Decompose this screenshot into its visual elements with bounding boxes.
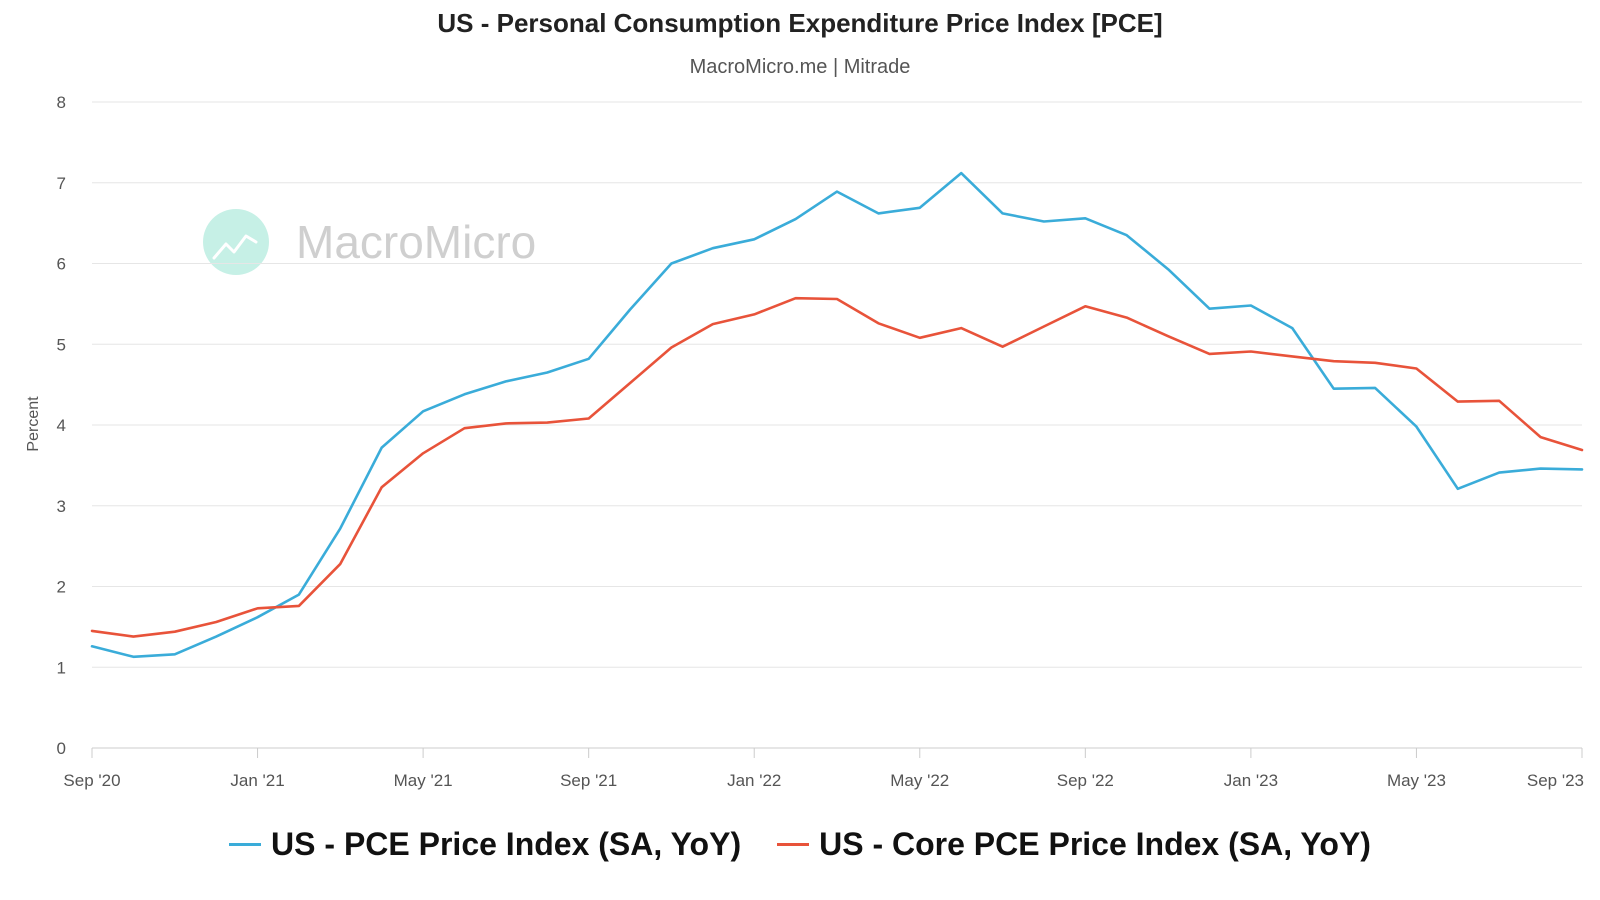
legend: US - PCE Price Index (SA, YoY) US - Core… — [0, 826, 1600, 863]
legend-item-pce[interactable]: US - PCE Price Index (SA, YoY) — [229, 826, 741, 863]
macromicro-logo-icon — [203, 209, 269, 275]
y-tick-label: 8 — [57, 93, 66, 112]
series-line-core-pce — [92, 298, 1582, 636]
y-tick-label: 2 — [57, 578, 66, 597]
x-tick-label: Sep '22 — [1057, 771, 1114, 790]
x-tick-label: May '23 — [1387, 771, 1446, 790]
x-tick-label: May '21 — [394, 771, 453, 790]
y-tick-label: 7 — [57, 174, 66, 193]
legend-item-core-pce[interactable]: US - Core PCE Price Index (SA, YoY) — [777, 826, 1371, 863]
watermark: MacroMicro — [203, 209, 536, 275]
x-tick-label: May '22 — [890, 771, 949, 790]
y-tick-label: 5 — [57, 335, 66, 354]
x-tick-label: Jan '22 — [727, 771, 781, 790]
chart-plot: MacroMicro 0 1 2 3 4 5 6 7 8 Sep '20 Jan '21 May '… — [0, 0, 1600, 900]
x-tick-label: Sep '23 — [1527, 771, 1584, 790]
x-tick-labels: Sep '20 Jan '21 May '21 Sep '21 Jan '22 May '… — [63, 771, 1584, 790]
x-tick-label: Sep '21 — [560, 771, 617, 790]
x-tick-label: Jan '21 — [230, 771, 284, 790]
gridlines — [92, 102, 1582, 667]
legend-swatch-core-pce — [777, 843, 809, 846]
legend-label-core-pce: US - Core PCE Price Index (SA, YoY) — [819, 826, 1371, 863]
y-tick-label: 1 — [57, 658, 66, 677]
y-tick-label: 3 — [57, 497, 66, 516]
x-tick-label: Jan '23 — [1224, 771, 1278, 790]
watermark-text: MacroMicro — [296, 216, 536, 268]
x-tick-label: Sep '20 — [63, 771, 120, 790]
y-tick-label: 4 — [57, 416, 66, 435]
axes — [92, 748, 1582, 758]
y-tick-labels: 0 1 2 3 4 5 6 7 8 — [57, 93, 66, 758]
y-tick-label: 0 — [57, 739, 66, 758]
legend-swatch-pce — [229, 843, 261, 846]
y-axis-title: Percent — [25, 396, 42, 452]
y-tick-label: 6 — [57, 255, 66, 274]
legend-label-pce: US - PCE Price Index (SA, YoY) — [271, 826, 741, 863]
